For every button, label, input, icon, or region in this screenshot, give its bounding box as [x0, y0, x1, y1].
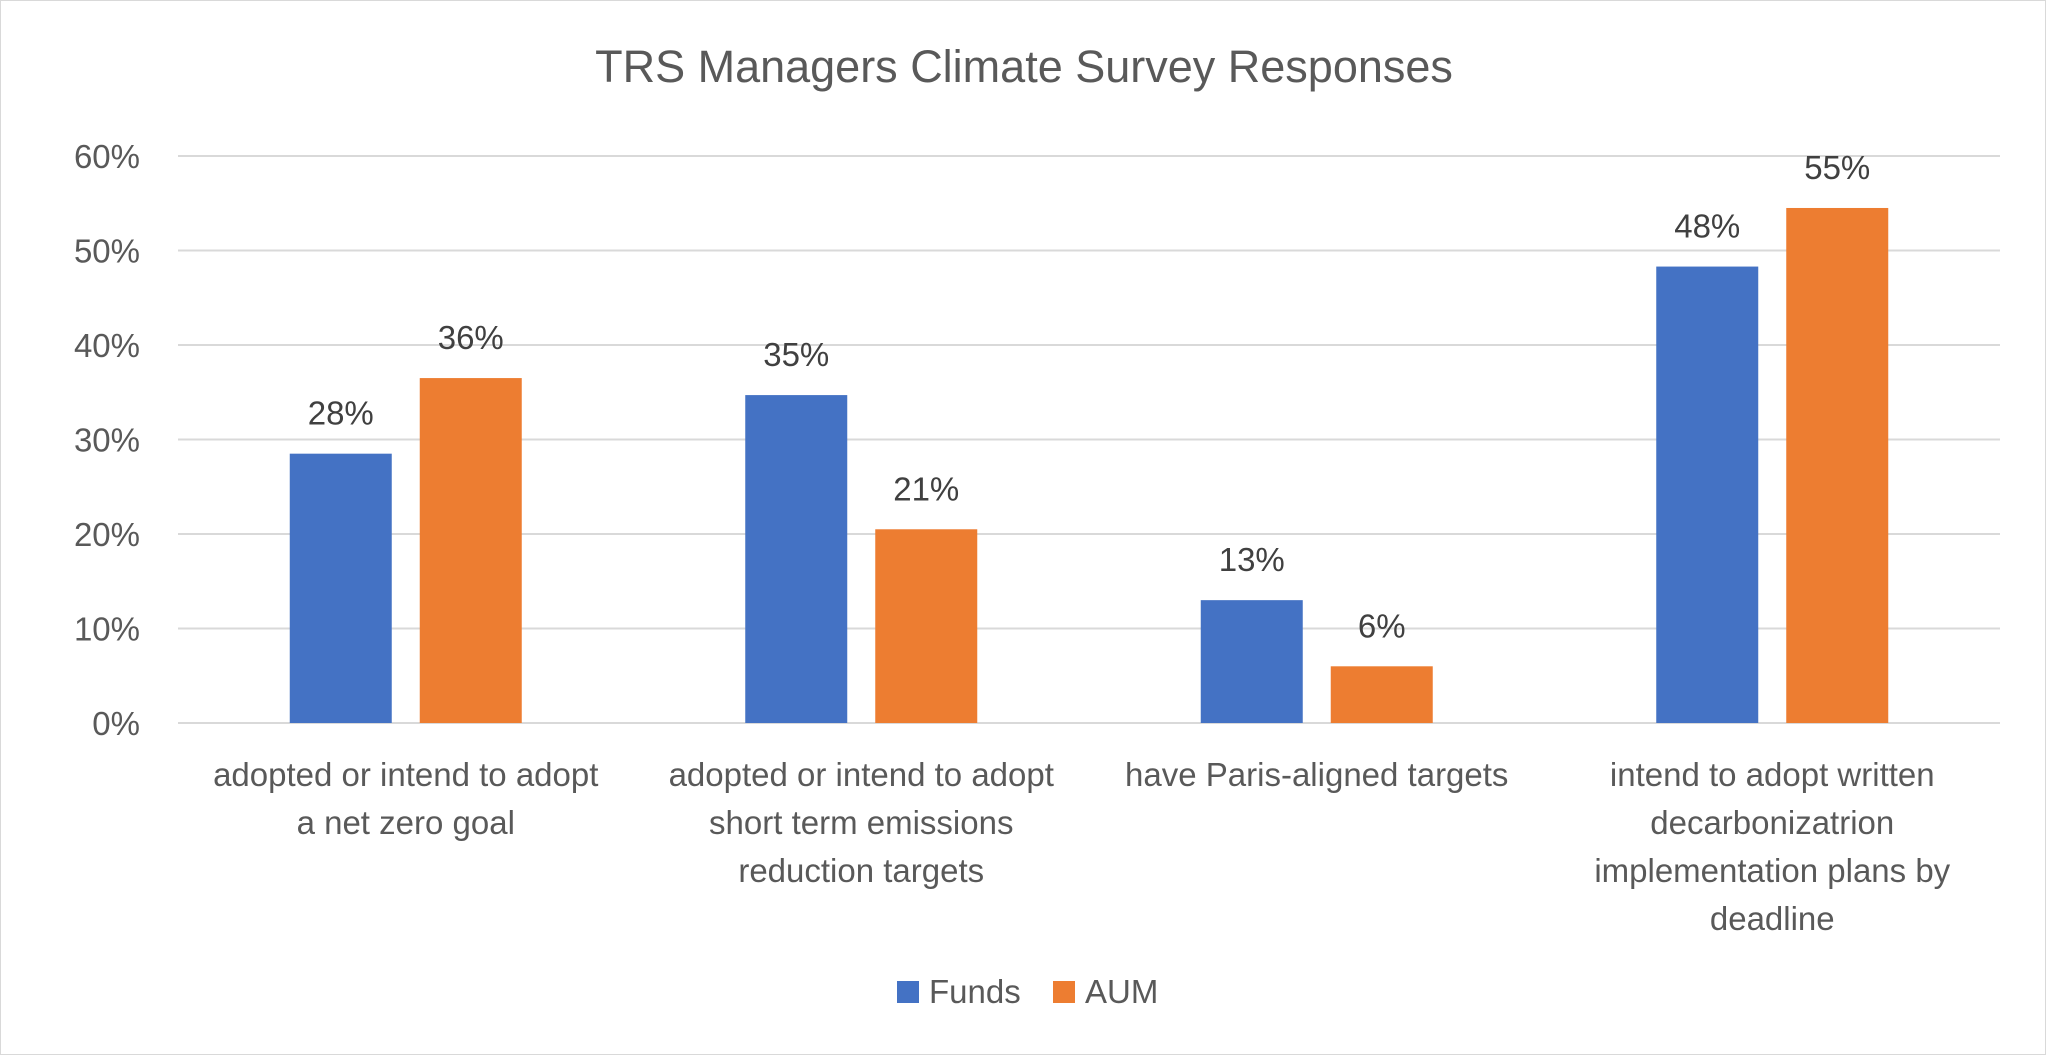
x-category-label: reduction targets	[738, 852, 984, 889]
legend: Funds AUM	[897, 973, 1158, 1010]
x-category-label: implementation plans by	[1594, 852, 1950, 889]
x-category-label: deadline	[1710, 900, 1835, 937]
x-category-label: short term emissions	[709, 804, 1013, 841]
y-tick-label: 50%	[74, 233, 140, 270]
x-category-label: have Paris-aligned targets	[1125, 756, 1508, 793]
y-tick-label: 40%	[74, 327, 140, 364]
data-label: 35%	[763, 336, 829, 373]
data-label: 13%	[1219, 541, 1285, 578]
data-label: 28%	[308, 395, 374, 432]
bar-aum-3	[1786, 207, 1889, 724]
legend-label-funds: Funds	[929, 973, 1021, 1010]
y-tick-label: 20%	[74, 516, 140, 553]
x-category-label: intend to adopt written	[1610, 756, 1935, 793]
y-tick-label: 30%	[74, 422, 140, 459]
data-label: 6%	[1358, 607, 1406, 644]
x-axis-categories: adopted or intend to adopt a net zero goa…	[213, 756, 1951, 937]
data-label: 48%	[1674, 208, 1740, 245]
bar-aum-0	[419, 378, 522, 723]
legend-swatch-funds	[897, 981, 919, 1003]
data-label: 36%	[438, 319, 504, 356]
bar-funds-0	[289, 453, 392, 723]
x-category-label: a net zero goal	[297, 804, 515, 841]
y-tick-label: 60%	[74, 138, 140, 175]
bar-aum-2	[1330, 666, 1433, 723]
bar-funds-2	[1200, 600, 1303, 723]
data-label: 55%	[1804, 149, 1870, 186]
legend-swatch-aum	[1053, 981, 1075, 1003]
chart-title: TRS Managers Climate Survey Responses	[595, 41, 1453, 92]
y-tick-label: 0%	[92, 705, 140, 742]
x-category-label: adopted or intend to adopt	[669, 756, 1054, 793]
bars	[289, 207, 1889, 724]
data-labels: 28% 35% 13% 48% 36% 21% 6% 55%	[308, 149, 1871, 644]
data-label: 21%	[893, 470, 959, 507]
x-category-label: adopted or intend to adopt	[213, 756, 598, 793]
legend-label-aum: AUM	[1085, 973, 1158, 1010]
bar-funds-1	[745, 395, 848, 723]
bar-aum-1	[875, 529, 978, 723]
x-category-label: decarbonizatrion	[1650, 804, 1894, 841]
y-axis-ticks: 0% 10% 20% 30% 40% 50% 60%	[74, 138, 140, 742]
bar-funds-3	[1656, 266, 1759, 723]
y-tick-label: 10%	[74, 611, 140, 648]
